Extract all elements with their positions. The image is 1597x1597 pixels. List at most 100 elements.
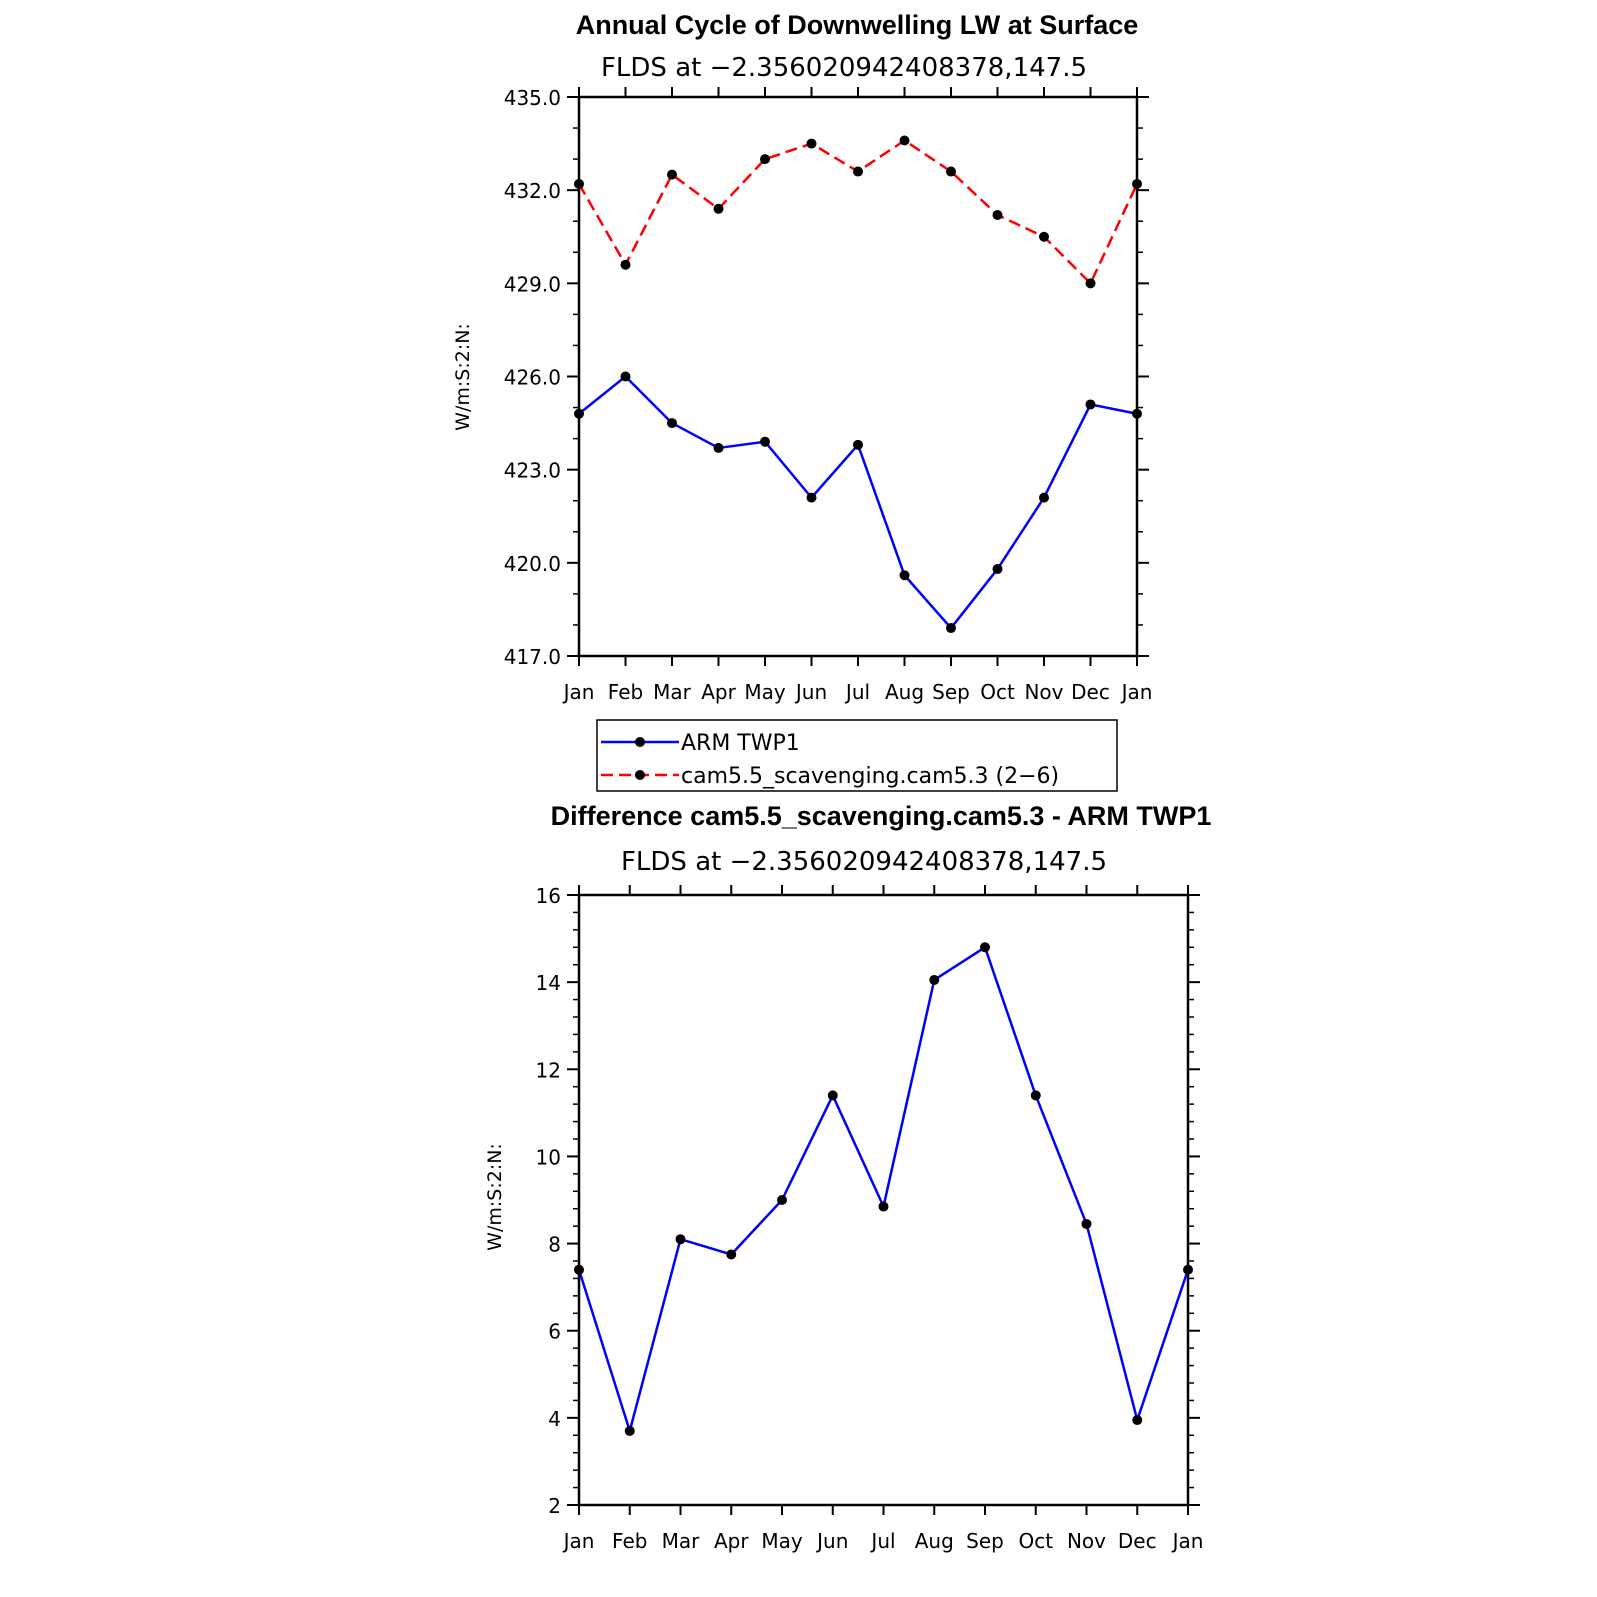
- x-tick-label: Jan: [1120, 680, 1153, 704]
- series-line-1: [577, 139, 1139, 285]
- y-tick-label: 10: [536, 1145, 561, 1169]
- x-tick-label: Nov: [1024, 680, 1063, 704]
- data-point: [574, 178, 584, 189]
- data-point: [1132, 178, 1142, 189]
- legend-marker-arm: [635, 737, 645, 747]
- annual-cycle-chart: Annual Cycle of Downwelling LW at Surfac…: [452, 10, 1152, 704]
- x-tick-label: Jul: [844, 680, 870, 704]
- data-point: [899, 135, 910, 146]
- data-point: [980, 942, 990, 953]
- x-tick-label: May: [744, 680, 786, 704]
- chart-subtitle: FLDS at −2.356020942408378,147.5: [601, 53, 1087, 83]
- data-point: [946, 623, 956, 634]
- chart-subtitle: FLDS at −2.356020942408378,147.5: [621, 847, 1107, 877]
- y-tick-label: 429.0: [504, 272, 561, 296]
- data-point: [806, 492, 817, 503]
- legend-box: [596, 719, 1118, 792]
- plot-frame: [577, 893, 1190, 1507]
- x-tick-label: Jun: [815, 1529, 848, 1553]
- x-tick-label: Feb: [612, 1529, 647, 1553]
- x-tick-label: Oct: [980, 680, 1015, 704]
- x-tick-label: Oct: [1018, 1529, 1053, 1553]
- x-tick-label: Sep: [932, 680, 970, 704]
- x-tick-label: Sep: [966, 1529, 1004, 1553]
- data-point: [574, 1264, 584, 1275]
- data-point: [777, 1195, 787, 1205]
- x-tick-label: Apr: [714, 1529, 749, 1553]
- x-tick-label: Aug: [885, 680, 924, 704]
- y-tick-label: 435.0: [504, 86, 561, 110]
- x-tick-label: Dec: [1118, 1529, 1157, 1553]
- x-tick-label: Jan: [562, 680, 595, 704]
- data-point: [827, 1090, 838, 1101]
- data-point: [853, 166, 863, 177]
- plot-area: Jan Feb Mar Apr May Jun Jul Aug Sep Oct Nov Dec Jan2…: [536, 884, 1204, 1553]
- data-point: [574, 408, 584, 419]
- data-point: [624, 1425, 635, 1436]
- x-tick-label: Mar: [662, 1529, 701, 1553]
- x-tick-label: Jul: [869, 1529, 895, 1553]
- data-point: [713, 442, 724, 453]
- data-point: [713, 203, 724, 214]
- x-tick-label: Feb: [608, 680, 643, 704]
- data-point: [853, 439, 863, 450]
- y-tick-label: 16: [536, 884, 561, 908]
- plot-area: Jan Feb Mar Apr May Jun Jul Aug Sep Oct Nov Dec Jan4…: [504, 86, 1153, 704]
- data-point: [1132, 1415, 1143, 1426]
- data-point: [620, 371, 631, 382]
- data-point: [760, 154, 770, 165]
- data-point: [1183, 1264, 1193, 1275]
- data-point: [929, 974, 940, 985]
- y-axis-label: W/m:S:2:N:: [452, 323, 474, 431]
- data-point: [1039, 492, 1049, 503]
- x-tick-label: Mar: [653, 680, 692, 704]
- x-tick-label: Nov: [1067, 1529, 1106, 1553]
- series-line-0: [577, 946, 1190, 1433]
- y-tick-label: 417.0: [504, 645, 561, 669]
- data-point: [1085, 399, 1096, 410]
- data-point: [1030, 1090, 1041, 1101]
- y-tick-label: 423.0: [504, 459, 561, 483]
- x-tick-label: Jan: [1171, 1529, 1204, 1553]
- data-point: [667, 418, 677, 429]
- x-tick-label: May: [761, 1529, 803, 1553]
- data-point: [620, 259, 631, 270]
- data-point: [992, 210, 1003, 221]
- y-tick-label: 420.0: [504, 552, 561, 576]
- data-point: [726, 1249, 737, 1260]
- data-point: [899, 570, 910, 581]
- data-point: [760, 436, 770, 447]
- difference-chart: Difference cam5.5_scavenging.cam5.3 - AR…: [484, 801, 1211, 1553]
- legend: ARM TWP1 cam5.5_scavenging.cam5.3 (2−6): [596, 719, 1118, 792]
- series-line-0: [578, 375, 1138, 630]
- y-tick-label: 6: [548, 1320, 561, 1344]
- legend-label-cam: cam5.5_scavenging.cam5.3 (2−6): [681, 764, 1059, 789]
- x-tick-label: Dec: [1071, 680, 1110, 704]
- data-point: [1085, 278, 1096, 289]
- data-point: [806, 138, 817, 149]
- chart-title: Annual Cycle of Downwelling LW at Surfac…: [576, 10, 1139, 40]
- data-point: [878, 1201, 889, 1212]
- data-point: [1132, 408, 1142, 419]
- y-axis-label: W/m:S:2:N:: [484, 1143, 506, 1251]
- y-tick-label: 432.0: [504, 179, 561, 203]
- data-point: [946, 166, 956, 177]
- data-point: [992, 564, 1003, 575]
- data-point: [675, 1234, 686, 1245]
- x-tick-label: Jun: [794, 680, 827, 704]
- x-tick-label: Jan: [562, 1529, 595, 1553]
- x-tick-label: Apr: [701, 680, 736, 704]
- y-tick-label: 12: [536, 1058, 561, 1082]
- y-tick-label: 4: [548, 1407, 561, 1431]
- data-point: [1081, 1218, 1092, 1229]
- y-tick-label: 426.0: [504, 366, 561, 390]
- chart-title: Difference cam5.5_scavenging.cam5.3 - AR…: [551, 801, 1212, 831]
- y-tick-label: 2: [548, 1494, 561, 1518]
- y-tick-label: 14: [536, 971, 561, 995]
- legend-marker-cam: [635, 770, 645, 780]
- plot-frame: [577, 95, 1139, 658]
- data-point: [1039, 231, 1049, 242]
- legend-label-arm: ARM TWP1: [681, 731, 800, 756]
- x-tick-label: Aug: [915, 1529, 954, 1553]
